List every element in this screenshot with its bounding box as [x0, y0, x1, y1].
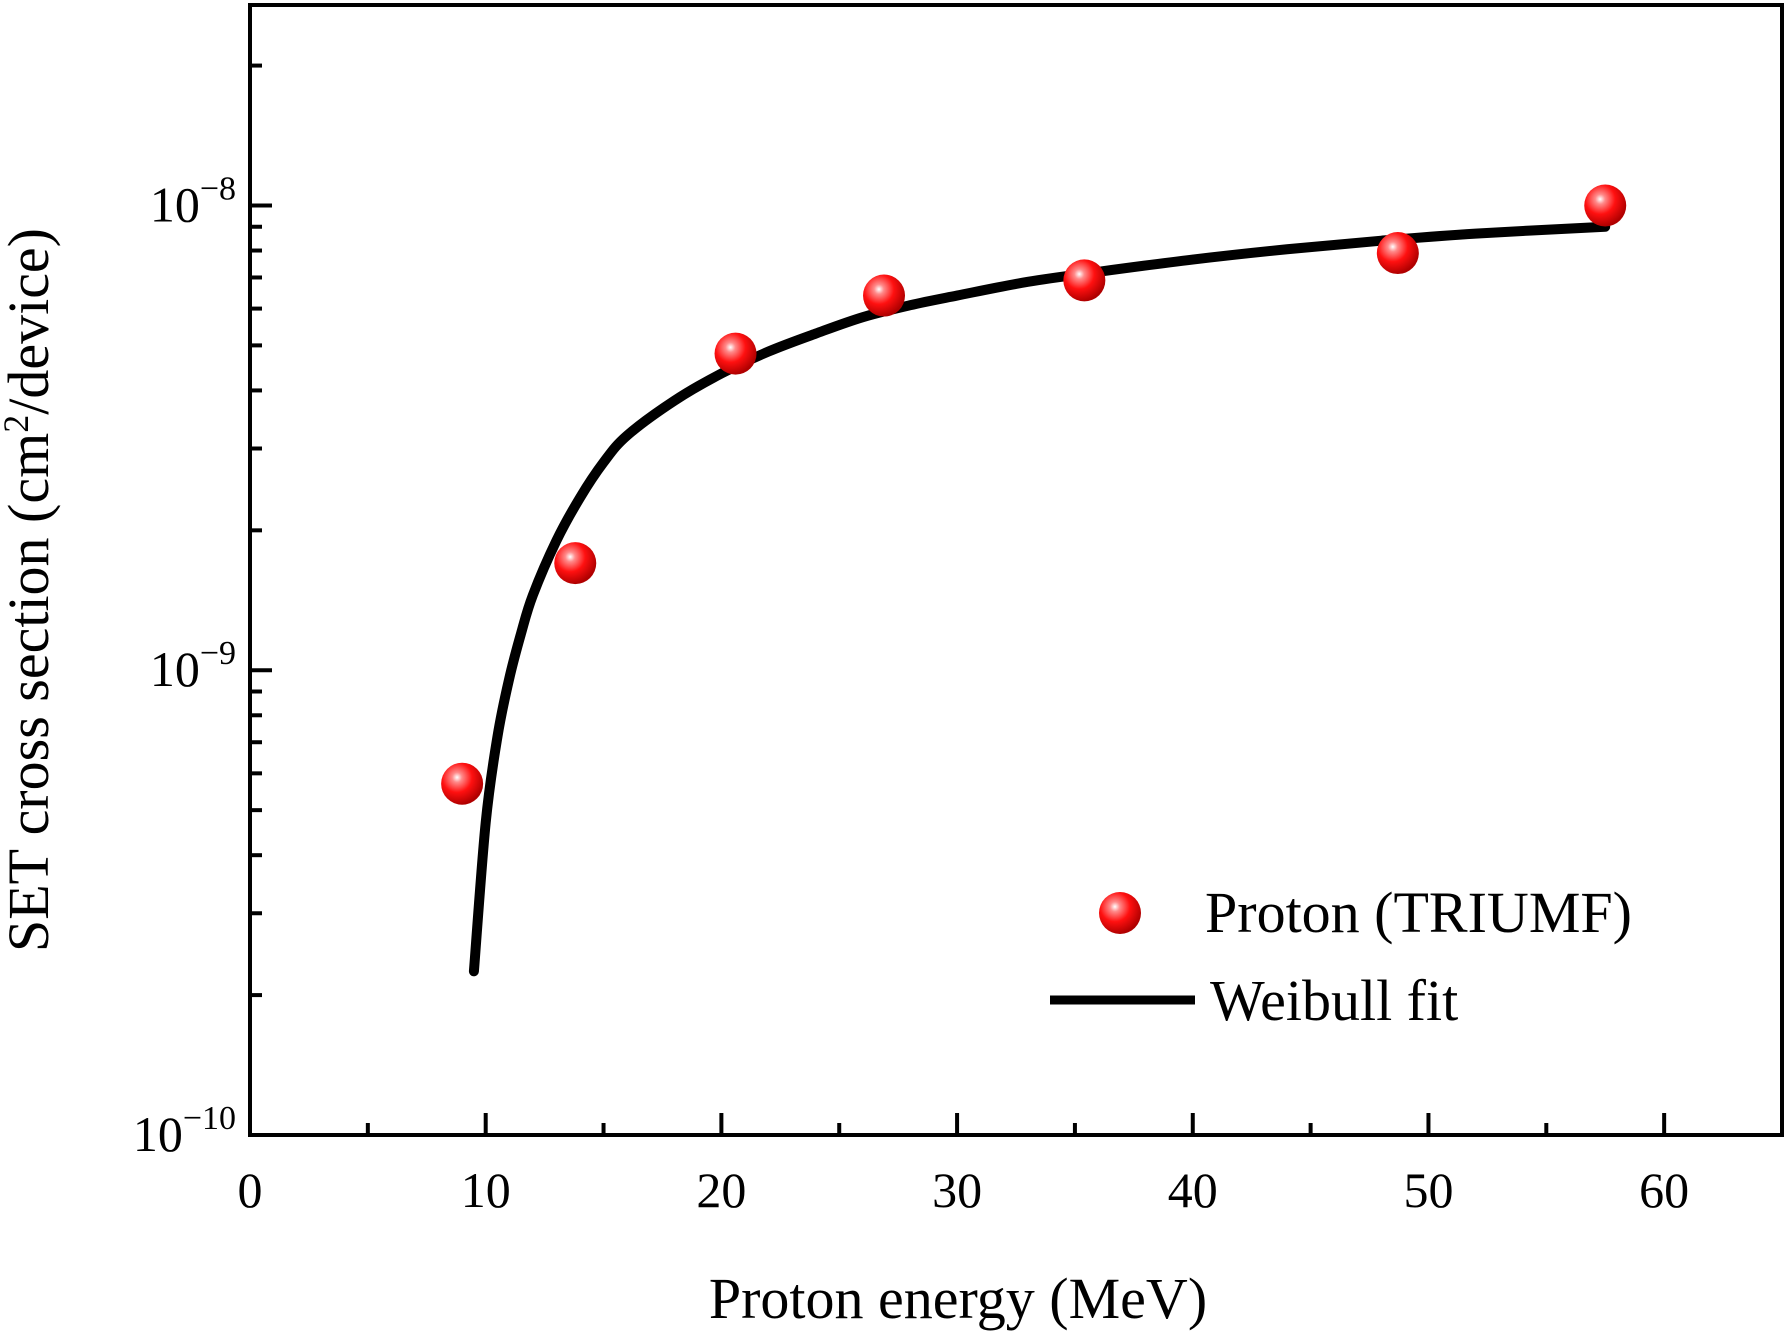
legend-label-proton: Proton (TRIUMF): [1205, 880, 1632, 945]
x-tick-label: 10: [461, 1162, 511, 1218]
x-tick-label: 30: [932, 1162, 982, 1218]
plot-frame: [248, 3, 1784, 1137]
y-axis-title: SET cross section (cm2/device): [0, 228, 61, 952]
data-point: [1376, 232, 1419, 275]
x-axis-title: Proton energy (MeV): [709, 1266, 1207, 1331]
legend-label-weibull: Weibull fit: [1210, 968, 1458, 1033]
data-point: [441, 762, 484, 805]
x-tick-label: 20: [696, 1162, 746, 1218]
x-tick-label: 40: [1168, 1162, 1218, 1218]
x-tick-label: 0: [238, 1162, 263, 1218]
y-tick-label: 10−10: [133, 1100, 236, 1162]
data-point: [1063, 259, 1106, 302]
data-point: [1584, 184, 1627, 227]
weibull-fit-line: [468, 221, 1611, 977]
data-point: [863, 274, 906, 317]
x-tick-label: 60: [1639, 1162, 1689, 1218]
legend: Proton (TRIUMF) Weibull fit: [1050, 880, 1632, 1033]
legend-marker-proton: [1099, 892, 1141, 934]
data-point: [554, 542, 597, 585]
data-point: [714, 332, 757, 375]
svg-text:SET cross section (cm2/device): SET cross section (cm2/device): [0, 228, 61, 952]
y-tick-label: 10−9: [150, 635, 236, 697]
x-tick-label: 50: [1403, 1162, 1453, 1218]
y-tick-label: 10−8: [150, 170, 236, 232]
